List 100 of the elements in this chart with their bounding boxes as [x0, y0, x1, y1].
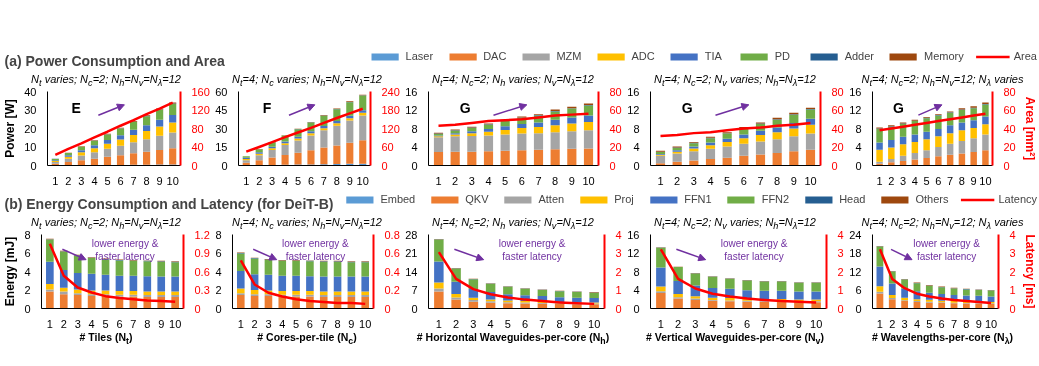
y-tick-label: 4 — [633, 141, 640, 153]
y2-tick-label: 4 — [615, 228, 622, 241]
y-tick-label: 8 — [855, 122, 862, 135]
text: N$_{t}$=4; N$_{c}$=2; N$_{h}$ varies; N$_{v}$=N$_{λ}$=12 — [432, 216, 594, 232]
x-tick-label: 6 — [307, 174, 315, 187]
y-tick-label: 16 — [627, 85, 640, 98]
x-tick-label: 9 — [970, 174, 977, 187]
x-tick-label: 5 — [294, 174, 302, 187]
annotation: lower energy & faster latency — [498, 238, 566, 263]
y-tick-label: 12 — [405, 104, 418, 116]
y2-tick-label: 0.4 — [384, 265, 400, 278]
y-tick-label: 30 — [215, 122, 228, 135]
y-tick-label: 8 — [215, 228, 222, 241]
y2-axis-title: Area [mm²] — [1022, 96, 1037, 161]
legend-label: PD — [774, 50, 791, 62]
legend-label: Embed — [380, 193, 416, 205]
y-tick-label: 14 — [405, 265, 418, 278]
x-tick-label: 5 — [502, 174, 509, 187]
y2-tick-label: 0.8 — [384, 228, 400, 241]
x-tick-label: 1 — [435, 174, 442, 187]
y-tick-label: 8 — [24, 228, 31, 241]
x-tick-label: 3 — [269, 174, 276, 187]
y2-tick-label: 0.9 — [194, 247, 210, 259]
x-tick-label: 3 — [265, 317, 272, 330]
x-tick-label: 2 — [452, 174, 459, 187]
y2-tick-label: 60 — [381, 141, 394, 153]
y2-tick-label: 120 — [381, 122, 400, 135]
legend-label: Area — [1013, 50, 1037, 62]
y-tick-label: 30 — [24, 104, 37, 116]
x-axis-title: # Cores-per-tile (N$_{c}$) — [257, 330, 357, 348]
x-tick-label: 2 — [251, 317, 258, 330]
y2-tick-label: 20 — [609, 141, 622, 153]
y-tick-label: 60 — [215, 85, 228, 98]
y2-tick-label: 0 — [1009, 302, 1016, 315]
x-tick-label: 4 — [709, 317, 716, 330]
x-tick-label: 10 — [356, 174, 369, 187]
y2-tick-label: 0 — [381, 159, 388, 172]
y-tick-label: 10 — [24, 141, 37, 153]
y2-tick-label: 40 — [609, 122, 622, 135]
x-tick-label: 4 — [88, 317, 95, 330]
y-tick-label: 6 — [855, 284, 862, 296]
x-tick-label: 10 — [359, 317, 372, 330]
x-tick-label: 7 — [130, 174, 137, 187]
x-tick-label: 8 — [774, 174, 781, 187]
y2-tick-label: 1 — [1009, 284, 1016, 296]
y2-tick-label: 80 — [831, 85, 844, 98]
y-tick-label: 12 — [627, 104, 640, 116]
legend-label: Head — [839, 193, 866, 205]
annotation: lower energy & faster latency — [91, 238, 159, 263]
y-tick-label: 6 — [215, 247, 222, 259]
x-tick-label: 10 — [588, 317, 601, 330]
y-tick-label: 0 — [855, 302, 862, 315]
x-tick-label: 3 — [78, 174, 85, 187]
text: N$_{t}$=4; N$_{c}$=2; N$_{v}$ varies; N$_{h}$=N$_{λ}$=12 — [654, 216, 816, 232]
y-tick-label: 0 — [24, 302, 31, 315]
x-tick-label: 2 — [453, 317, 460, 330]
x-tick-label: 6 — [117, 174, 124, 187]
y-tick-label: 24 — [849, 228, 862, 241]
x-tick-label: 7 — [539, 317, 546, 330]
y2-tick-label: 240 — [381, 85, 400, 98]
y-axis-title: Energy [mJ] — [3, 236, 18, 307]
x-tick-label: 1 — [876, 174, 883, 187]
x-tick-label: 3 — [901, 317, 908, 330]
y-tick-label: 2 — [215, 284, 222, 296]
y-tick-label: 4 — [411, 141, 418, 153]
x-tick-label: 7 — [950, 317, 958, 330]
y-tick-label: 8 — [411, 122, 418, 135]
x-tick-label: 4 — [487, 317, 494, 330]
annotation: G — [459, 99, 471, 116]
y2-tick-label: 40 — [1003, 122, 1016, 135]
x-tick-label: 10 — [804, 174, 817, 187]
x-tick-label: 7 — [761, 317, 768, 330]
x-tick-label: 9 — [156, 174, 163, 187]
x-tick-label: 2 — [65, 174, 72, 187]
legend-label: ADC — [631, 50, 655, 62]
x-tick-label: 8 — [556, 317, 563, 330]
legend-label: Proj — [614, 193, 635, 205]
annotation: lower energy & faster latency — [720, 238, 788, 263]
y2-tick-label: 0 — [191, 159, 198, 172]
y2-tick-label: 3 — [1009, 247, 1016, 259]
y2-tick-label: 1 — [837, 284, 844, 296]
x-axis-title: # Wavelengths-per-core (N$_{λ}$) — [871, 330, 1013, 348]
x-tick-label: 9 — [158, 317, 165, 330]
x-tick-label: 1 — [237, 317, 244, 330]
x-tick-label: 4 — [91, 174, 98, 187]
y-tick-label: 12 — [627, 247, 640, 259]
y-tick-label: 16 — [405, 85, 418, 98]
x-tick-label: 10 — [166, 174, 179, 187]
x-axis-title: # Tiles (N$_{t}$) — [79, 330, 133, 348]
y2-tick-label: 2 — [837, 265, 844, 278]
y2-tick-label: 0 — [384, 302, 391, 315]
x-tick-label: 9 — [975, 317, 982, 330]
x-tick-label: 4 — [913, 317, 921, 330]
y-tick-label: 0 — [411, 159, 418, 172]
y-tick-label: 0 — [30, 159, 37, 172]
x-tick-label: 6 — [935, 174, 942, 187]
x-tick-label: 5 — [104, 174, 111, 187]
y2-tick-label: 60 — [1003, 104, 1016, 116]
x-tick-label: 3 — [468, 174, 475, 187]
y-tick-label: 20 — [24, 122, 37, 135]
